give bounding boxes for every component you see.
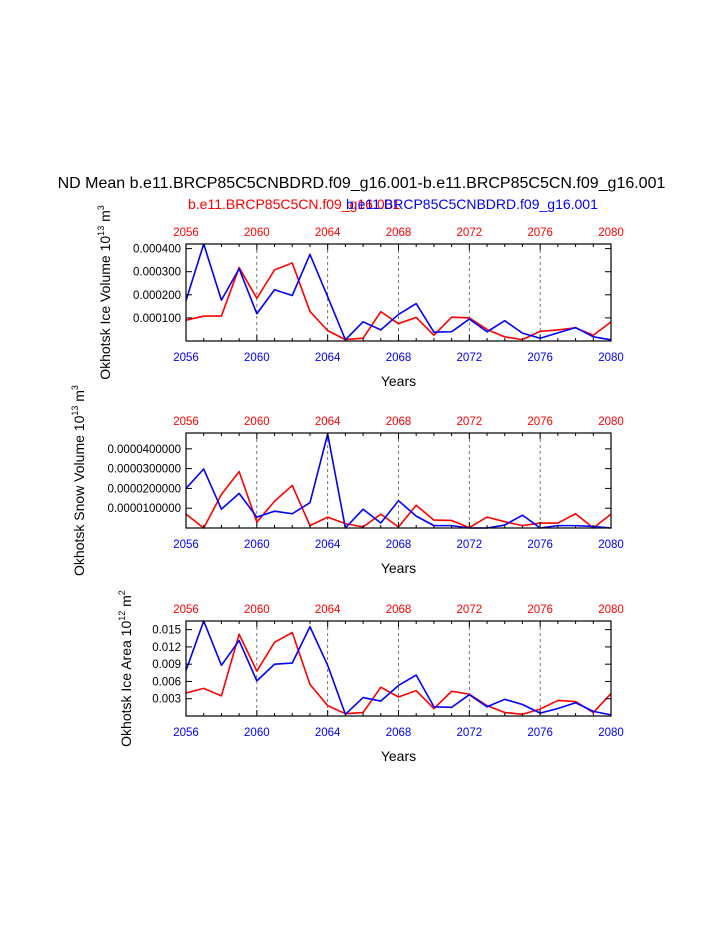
x-tick-label-bottom: 2060 [244,539,270,551]
x-tick-label-bottom: 2056 [173,727,199,739]
x-tick-label-bottom: 2068 [386,352,412,364]
y-axis-title-part: 13 [70,406,80,416]
y-axis-title-part: 13 [96,226,106,236]
x-tick-label-top: 2064 [315,416,341,428]
x-tick-label-top: 2080 [598,604,624,616]
y-axis-title-part: Okhotsk Snow Volume 10 [71,415,87,576]
x-tick-label-top: 2056 [173,604,199,616]
x-tick-label-top: 2068 [386,604,412,616]
y-axis-title: Okhotsk Ice Area 1012 m2 [117,590,134,747]
series-line-red [185,262,612,341]
chart-panel-3: 2056 2056 2060 2060 2064 2064 2068 2068 2072 2072… [117,590,624,764]
figure-title: ND Mean b.e11.BRCP85C5CNBDRD.f09_g16.001… [58,175,666,192]
x-tick-label-top: 2076 [527,604,553,616]
x-tick-label-bottom: 2076 [527,727,553,739]
x-tick-label-top: 2056 [173,227,199,239]
y-axis-title-part: 12 [117,611,127,621]
x-tick-label-top: 2072 [457,416,483,428]
x-tick-label-top: 2080 [598,416,624,428]
x-tick-label-top: 2060 [244,604,270,616]
y-tick-label: 0.012 [152,642,181,654]
x-tick-label-top: 2068 [386,227,412,239]
y-tick-label: 0.000400 [133,244,181,256]
x-tick-label-top: 2072 [457,227,483,239]
chart-panel-2: 2056 2056 2060 2060 2064 2064 2068 2068 2072 2072… [70,385,624,576]
x-tick-label-bottom: 2068 [386,727,412,739]
x-tick-label-bottom: 2080 [598,352,624,364]
y-axis-title-part: m [71,390,87,406]
x-tick-label-top: 2064 [315,604,341,616]
y-tick-label: 0.0000100000 [107,503,181,515]
x-tick-label-top: 2068 [386,416,412,428]
x-tick-label-bottom: 2064 [315,727,341,739]
x-tick-label-bottom: 2056 [173,352,199,364]
x-tick-label-bottom: 2072 [457,352,483,364]
x-tick-label-top: 2056 [173,416,199,428]
y-tick-label: 0.015 [152,625,181,637]
x-tick-label-top: 2060 [244,416,270,428]
chart-panel-1: 2056 2056 2060 2060 2064 2064 2068 2068 2072 2072… [96,205,624,389]
x-tick-label-top: 2060 [244,227,270,239]
x-tick-label-bottom: 2072 [457,727,483,739]
x-tick-label-bottom: 2080 [598,727,624,739]
x-tick-label-bottom: 2080 [598,539,624,551]
x-axis-title: Years [381,373,416,389]
y-tick-label: 0.0000200000 [107,483,181,495]
x-tick-label-bottom: 2068 [386,539,412,551]
x-tick-label-top: 2076 [527,227,553,239]
y-tick-label: 0.0000300000 [107,464,181,476]
y-tick-label: 0.009 [152,659,181,671]
y-tick-label: 0.006 [152,676,181,688]
y-tick-label: 0.000300 [133,267,181,279]
y-axis-title-part: 3 [70,385,80,390]
legend-label-red: b.e11.BRCP85C5CN.f09_g16.001 [188,196,400,212]
x-axis-title: Years [381,560,416,576]
x-tick-label-bottom: 2060 [244,352,270,364]
x-tick-label-bottom: 2072 [457,539,483,551]
x-tick-label-top: 2064 [315,227,341,239]
y-axis-title-part: 2 [117,590,127,595]
y-axis-title-part: 3 [96,205,106,210]
y-axis-title: Okhotsk Ice Volume 1013 m3 [96,205,113,380]
y-tick-label: 0.000200 [133,290,181,302]
y-axis-title-part: m [97,210,113,226]
x-axis-title: Years [381,748,416,764]
x-tick-label-top: 2076 [527,416,553,428]
x-tick-label-bottom: 2056 [173,539,199,551]
legend-label-blue: b.e11.BRCP85C5CNBDRD.f09_g16.001 [346,196,598,212]
x-tick-label-bottom: 2064 [315,539,341,551]
y-axis-title-part: Okhotsk Ice Volume 10 [97,236,113,380]
y-axis-title-part: m [118,595,134,611]
y-tick-label: 0.0000400000 [107,444,181,456]
y-tick-label: 0.000100 [133,313,181,325]
x-tick-label-top: 2072 [457,604,483,616]
y-axis-title: Okhotsk Snow Volume 1013 m3 [70,385,87,576]
y-axis-title-part: Okhotsk Ice Area 10 [118,621,134,747]
x-tick-label-bottom: 2076 [527,539,553,551]
y-tick-label: 0.003 [152,694,181,706]
series-line-red [185,631,612,716]
x-tick-label-top: 2080 [598,227,624,239]
x-tick-label-bottom: 2064 [315,352,341,364]
x-tick-label-bottom: 2060 [244,727,270,739]
x-tick-label-bottom: 2076 [527,352,553,364]
